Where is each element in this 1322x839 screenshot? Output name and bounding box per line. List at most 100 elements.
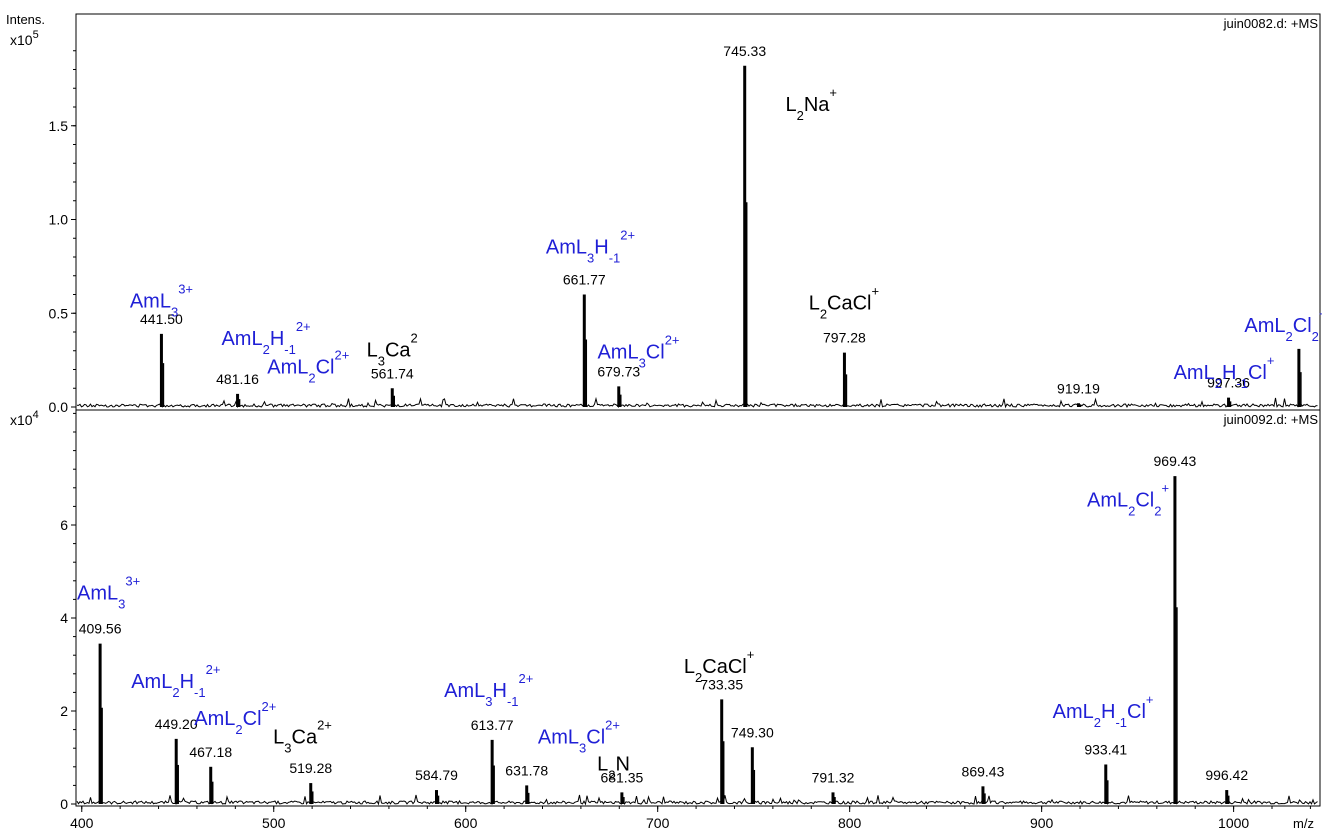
peak-label: 797.28	[823, 330, 866, 346]
formula-part: H	[180, 671, 194, 693]
formula-part: 3+	[125, 573, 140, 588]
x-axis-label: m/z	[1293, 816, 1314, 831]
formula-part: L	[785, 94, 796, 116]
formula-part: Cl	[243, 708, 262, 730]
formula-part: AmL	[597, 341, 638, 363]
formula-part: 2	[1286, 329, 1293, 344]
x-tick-label: 800	[838, 815, 862, 831]
formula-part: AmL	[131, 671, 172, 693]
ion-annotation: AmL33+	[77, 573, 140, 611]
formula-part: 3	[118, 596, 125, 611]
ion-annotation: AmL2Cl2+	[1087, 480, 1169, 518]
formula-part: L	[809, 293, 820, 315]
x-axis: 400 500 600 700 800 900 1000 m/z	[70, 806, 1314, 831]
formula-part: N	[615, 754, 629, 776]
formula-part: 3+	[178, 282, 193, 297]
formula-part: L	[367, 339, 378, 361]
formula-part: AmL	[1174, 362, 1215, 384]
x-tick-label: 400	[70, 815, 94, 831]
formula-part: 2	[235, 722, 242, 737]
formula-part: AmL	[546, 236, 587, 258]
formula-part: 2	[797, 108, 804, 123]
formula-part: Na	[804, 94, 830, 116]
peak-label: 584.79	[415, 767, 458, 783]
y-tick-label: 0.0	[49, 399, 69, 415]
formula-part: AmL	[77, 582, 118, 604]
x-tick-label: 1000	[1218, 815, 1249, 831]
x-tick-label: 700	[646, 815, 670, 831]
formula-part: 3	[587, 250, 594, 265]
ion-annotation: AmL2Cl2+	[1244, 306, 1322, 344]
formula-part: Cl	[1248, 362, 1267, 384]
formula-part: 3	[284, 741, 291, 756]
formula-part: 2	[172, 685, 179, 700]
formula-part: 2+	[519, 671, 534, 686]
formula-part: L	[273, 727, 284, 749]
formula-part: AmL	[267, 356, 308, 378]
formula-part: Cl	[1135, 489, 1154, 511]
ion-annotation: AmL3H-12+	[546, 227, 635, 265]
formula-part: AmL	[1087, 489, 1128, 511]
peak-label: 745.33	[723, 43, 766, 59]
peak-label: 996.42	[1205, 767, 1248, 783]
formula-part: L	[684, 656, 695, 678]
formula-part: 2	[1215, 376, 1222, 391]
peak-label: 631.78	[505, 762, 548, 778]
ion-annotation: AmL3H-12+	[444, 671, 533, 709]
y-tick-label: 4	[60, 610, 68, 626]
ion-annotation: L2N	[597, 754, 630, 783]
ion-annotation: AmL2H-12+	[221, 319, 310, 357]
ion-annotation: L2Na+	[785, 85, 837, 123]
ion-annotation: AmL3Cl2+	[597, 332, 679, 370]
peak-label: 733.35	[700, 676, 743, 692]
formula-part: AmL	[221, 328, 262, 350]
peak-label: 869.43	[962, 763, 1005, 779]
peak-label: 791.32	[812, 769, 855, 785]
peak-label: 481.16	[216, 371, 259, 387]
formula-part: Ca	[292, 727, 318, 749]
formula-part: 2	[1154, 503, 1161, 518]
x-tick-label: 900	[1030, 815, 1054, 831]
formula-part: 2+	[620, 227, 635, 242]
y-tick-label: 6	[60, 517, 68, 533]
formula-part: 3	[378, 353, 385, 368]
formula-part: -1	[1236, 376, 1248, 391]
peak-label: 681.35	[600, 769, 643, 785]
formula-part: +	[1146, 692, 1154, 707]
y-tick-label: 1.0	[49, 212, 69, 228]
ion-annotation: L3Ca2+	[273, 718, 332, 756]
peak-label: 749.30	[731, 724, 774, 740]
peak-label: 969.43	[1154, 453, 1197, 469]
formula-part: CaCl	[827, 293, 871, 315]
formula-part: 2	[263, 342, 270, 357]
peak-label: 467.18	[189, 744, 232, 760]
formula-part: AmL	[1053, 701, 1094, 723]
ion-annotation: L2CaCl+	[684, 647, 754, 685]
formula-part: +	[1319, 306, 1322, 321]
formula-part: -1	[507, 694, 519, 709]
plot-frame	[75, 409, 1321, 807]
ion-annotation: AmL3Cl2+	[538, 718, 620, 756]
x-tick-label: 500	[262, 815, 286, 831]
x-tick-label: 600	[454, 815, 478, 831]
y-multiplier-exponent: 4	[33, 409, 39, 421]
top-spectrum-panel: 0.0 0.5 1.0 1.5 Intens. x105 juin0082.d: +MS 44…	[6, 12, 1322, 415]
y-multiplier-base: x10	[10, 32, 33, 48]
baseline-noise	[76, 396, 1318, 409]
peak-label: 919.19	[1057, 380, 1100, 396]
peak-label: 441.50	[140, 311, 183, 327]
y-multiplier: x104	[10, 409, 39, 428]
y-axis-label: Intens.	[6, 12, 45, 27]
formula-part: AmL	[194, 708, 235, 730]
formula-part: 2+	[317, 718, 332, 733]
formula-part: Ca	[385, 339, 411, 361]
ion-annotation: AmL2Cl2+	[267, 347, 349, 385]
formula-part: Cl	[646, 341, 665, 363]
formula-part: Cl	[586, 727, 605, 749]
formula-part: AmL	[538, 727, 579, 749]
formula-part: H	[1222, 362, 1236, 384]
y-multiplier: x105	[10, 29, 39, 48]
formula-part: 3	[579, 741, 586, 756]
